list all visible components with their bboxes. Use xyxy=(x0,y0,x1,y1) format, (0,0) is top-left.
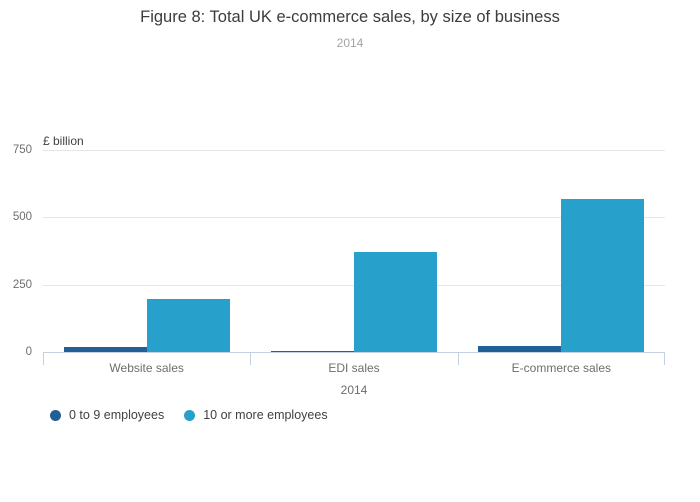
bar-website-sales-0-to-9-employees xyxy=(63,346,147,352)
bar-e-commerce-sales-10-or-more-employees xyxy=(561,199,645,352)
legend: 0 to 9 employees 10 or more employees xyxy=(50,408,348,423)
x-axis-tick xyxy=(664,352,665,365)
plot-area xyxy=(43,150,665,365)
y-tick-label-0: 0 xyxy=(25,346,32,358)
y-tick-label-250: 250 xyxy=(12,278,32,291)
x-axis-title: 2014 xyxy=(340,383,368,397)
chart-title: Figure 8: Total UK e-commerce sales, by … xyxy=(140,8,560,26)
gridline-500 xyxy=(43,217,665,219)
y-tick-label-500: 500 xyxy=(12,211,32,224)
bar-edi-sales-0-to-9-employees xyxy=(271,351,354,352)
bar-e-commerce-sales-0-to-9-employees xyxy=(478,346,562,352)
bar-website-sales-10-or-more-employees xyxy=(146,298,230,352)
legend-swatch-icon xyxy=(184,410,196,421)
x-category-label-edi-sales: EDI sales xyxy=(328,361,380,375)
x-axis-tick xyxy=(250,352,251,365)
bar-edi-sales-10-or-more-employees xyxy=(354,252,437,352)
legend-item-10-or-more-employees: 10 or more employees xyxy=(184,408,328,423)
y-tick-label-750: 750 xyxy=(12,144,32,156)
x-category-label-website-sales: Website sales xyxy=(109,361,184,375)
y-axis-title: £ billion xyxy=(43,134,84,148)
legend-label: 0 to 9 employees xyxy=(69,408,165,422)
x-category-label-e-commerce-sales: E-commerce sales xyxy=(511,361,612,375)
gridline-750 xyxy=(43,150,665,151)
x-axis-tick xyxy=(43,352,44,365)
x-axis-tick xyxy=(458,352,459,365)
legend-item-0-to-9-employees: 0 to 9 employees xyxy=(50,408,164,423)
x-axis-labels: Website sales EDI sales E-commerce sales xyxy=(43,361,665,377)
chart-subtitle: 2014 xyxy=(336,36,364,50)
y-axis-labels: 0 250 500 750 xyxy=(0,144,32,358)
legend-swatch-icon xyxy=(50,410,61,421)
legend-label: 10 or more employees xyxy=(203,408,328,422)
